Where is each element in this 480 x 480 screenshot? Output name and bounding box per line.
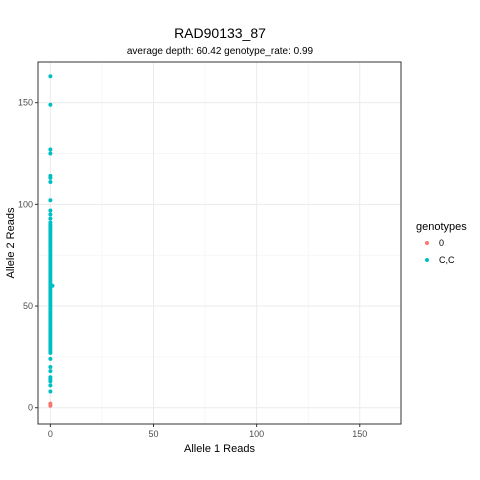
y-tick-label: 0 — [28, 403, 33, 413]
data-point-C-C — [48, 208, 53, 213]
gridlines — [38, 62, 401, 424]
legend-label: C,C — [439, 255, 455, 265]
x-tick-label: 100 — [249, 429, 264, 439]
data-point-C-C — [48, 198, 53, 203]
legend-title: genotypes — [416, 221, 467, 233]
x-axis: 0 50 100 150 — [48, 424, 367, 439]
x-axis-title: Allele 1 Reads — [184, 443, 255, 455]
y-tick-label: 100 — [18, 199, 33, 209]
data-point-C-C — [48, 216, 53, 221]
legend-label: 0 — [439, 238, 444, 248]
legend: genotypes 0 C,C — [416, 221, 467, 265]
plot-panel — [38, 62, 401, 424]
chart-subtitle: average depth: 60.42 genotype_rate: 0.99 — [127, 46, 314, 57]
y-axis-title: Allele 2 Reads — [5, 207, 17, 278]
data-point-C-C — [48, 74, 53, 79]
data-point-0 — [48, 401, 53, 406]
legend-key — [425, 258, 429, 262]
data-points — [48, 74, 55, 408]
data-point-C-C — [48, 389, 53, 394]
x-tick-label: 50 — [148, 429, 158, 439]
data-point-C-C — [48, 179, 53, 184]
data-point-C-C — [48, 175, 53, 180]
legend-key — [425, 241, 429, 245]
data-point-C-C — [48, 365, 53, 370]
data-point-C-C — [48, 212, 53, 217]
data-point-C-C — [50, 283, 55, 288]
data-point-C-C — [48, 102, 53, 107]
data-point-C-C — [48, 356, 53, 361]
x-tick-label: 150 — [352, 429, 367, 439]
data-point-C-C — [48, 379, 53, 384]
data-point-C-C — [48, 147, 53, 152]
data-point-C-C — [48, 383, 53, 388]
chart-title: RAD90133_87 — [174, 25, 266, 41]
plot-border — [37, 61, 402, 425]
data-point-C-C — [48, 369, 53, 374]
y-axis: 0 50 100 150 — [18, 98, 38, 413]
y-tick-label: 150 — [18, 98, 33, 108]
x-tick-label: 0 — [48, 429, 53, 439]
data-point-C-C — [48, 350, 53, 355]
y-tick-label: 50 — [23, 301, 33, 311]
data-point-C-C — [48, 151, 53, 156]
